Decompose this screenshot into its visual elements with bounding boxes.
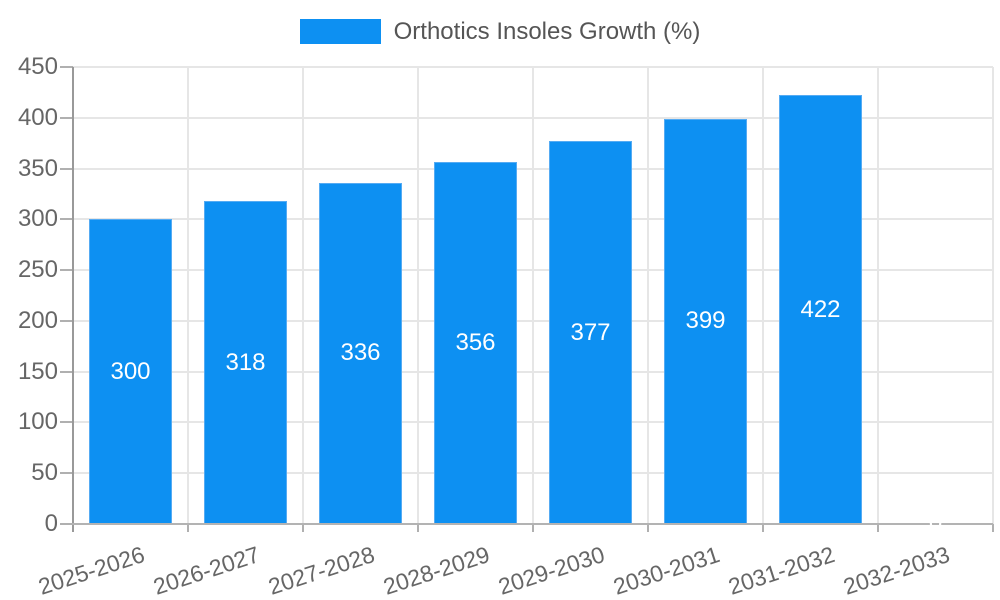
x-gridline xyxy=(302,67,304,524)
x-tick xyxy=(647,524,649,532)
x-gridline xyxy=(187,67,189,524)
y-tick xyxy=(60,319,73,322)
x-category-label: 2028-2029 xyxy=(379,541,493,600)
bar[interactable] xyxy=(434,162,517,524)
x-gridline xyxy=(762,67,764,524)
x-tick xyxy=(877,524,879,532)
x-category-label: 2029-2030 xyxy=(494,541,608,600)
x-gridline xyxy=(992,67,994,524)
bar[interactable] xyxy=(319,182,402,524)
bar-value-label: 399 xyxy=(685,307,726,335)
x-gridline xyxy=(532,67,534,524)
legend-label: Orthotics Insoles Growth (%) xyxy=(393,18,701,45)
y-tick xyxy=(60,218,73,221)
bar[interactable] xyxy=(89,219,172,524)
x-tick xyxy=(762,524,764,532)
x-tick xyxy=(417,524,419,532)
bar-value-label: 422 xyxy=(800,295,841,323)
y-tick xyxy=(60,472,73,475)
y-tick-label: 250 xyxy=(17,256,58,284)
x-axis-baseline xyxy=(71,523,993,525)
x-category-label: 2027-2028 xyxy=(264,541,378,600)
y-tick xyxy=(60,66,73,68)
bar-value-label: 356 xyxy=(455,329,496,357)
y-tick xyxy=(60,269,73,272)
y-tick xyxy=(60,523,73,525)
bar-value-label: 318 xyxy=(225,348,266,376)
y-tick-label: 300 xyxy=(17,205,58,233)
x-category-label: 2025-2026 xyxy=(34,541,148,600)
x-gridline xyxy=(417,67,419,524)
x-category-label: 2032-2033 xyxy=(839,541,953,600)
x-category-label: 2026-2027 xyxy=(149,541,263,600)
y-tick-label: 400 xyxy=(17,103,58,131)
y-tick-label: 50 xyxy=(31,459,58,487)
x-tick xyxy=(532,524,534,532)
bar-value-label: 300 xyxy=(110,357,151,385)
legend-swatch xyxy=(299,19,381,44)
bar[interactable] xyxy=(779,95,862,524)
y-tick xyxy=(60,370,73,373)
x-gridline xyxy=(877,67,879,524)
y-tick-label: 200 xyxy=(17,306,58,334)
bar-value-label: 336 xyxy=(340,339,381,367)
y-tick-label: 100 xyxy=(17,408,58,436)
y-tick-label: 0 xyxy=(44,510,58,537)
x-category-label: 2031-2032 xyxy=(724,541,838,600)
legend: Orthotics Insoles Growth (%) xyxy=(0,17,1000,46)
x-category-label: 2030-2031 xyxy=(609,541,723,600)
bar[interactable] xyxy=(664,118,747,524)
x-tick xyxy=(992,524,994,532)
x-tick xyxy=(187,524,189,532)
y-tick-label: 150 xyxy=(17,357,58,385)
bar[interactable] xyxy=(549,141,632,524)
y-tick xyxy=(60,421,73,424)
y-tick xyxy=(60,167,73,170)
y-tick xyxy=(60,116,73,119)
y-tick-label: 350 xyxy=(17,154,58,182)
x-tick xyxy=(302,524,304,532)
y-tick-label: 450 xyxy=(17,53,58,80)
bar[interactable] xyxy=(204,201,287,524)
bar-value-label: 0 xyxy=(928,510,943,537)
bar-value-label: 377 xyxy=(570,318,611,346)
y-axis-line xyxy=(71,67,74,532)
x-gridline xyxy=(647,67,649,524)
